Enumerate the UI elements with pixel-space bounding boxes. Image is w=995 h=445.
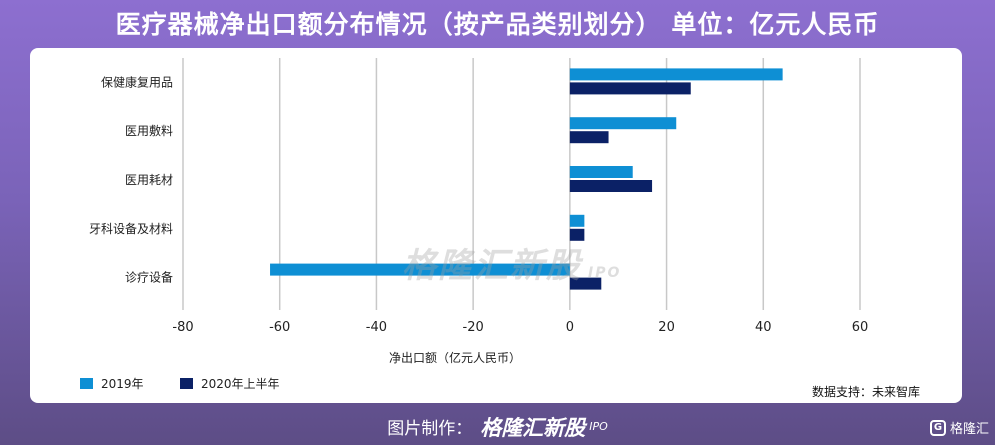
x-tick-label: -20 xyxy=(463,320,484,335)
legend-swatch xyxy=(80,378,93,389)
bar xyxy=(569,131,609,144)
chart-card: -80 -60 -40 -20 0 20 40 60 保健康复用品医用敷料医用耗材牙科设备及材料… xyxy=(30,48,962,403)
watermark: 格隆汇新股 IPO xyxy=(402,238,621,287)
bar xyxy=(270,263,570,276)
x-tick-label: -40 xyxy=(366,320,387,335)
footer-brand: 格隆汇新股 xyxy=(480,415,586,440)
x-tick-label: 0 xyxy=(566,320,574,335)
bar xyxy=(569,228,585,241)
chart-title: 医疗器械净出口额分布情况（按产品类别划分） 单位：亿元人民币 xyxy=(115,10,880,39)
corner-logo: G 格隆汇 xyxy=(929,418,989,437)
category-label: 保健康复用品 xyxy=(101,74,173,89)
footer-suffix: IPO xyxy=(589,420,608,433)
x-tick-label: 60 xyxy=(852,320,869,335)
bar xyxy=(569,180,653,192)
logo-text: 格隆汇 xyxy=(949,422,989,437)
footer-label: 图片制作： xyxy=(387,419,473,439)
bar xyxy=(569,68,783,81)
legend-label: 2019年 xyxy=(101,377,144,391)
bar xyxy=(569,166,633,178)
legend-swatch xyxy=(180,378,193,389)
watermark-brand: 格隆汇新股 xyxy=(402,246,582,286)
bar xyxy=(569,82,691,95)
logo-icon: G xyxy=(929,419,946,436)
bar xyxy=(569,117,677,130)
legend-label: 2020年上半年 xyxy=(201,377,280,391)
footer-credit: 图片制作： 格隆汇新股 IPO xyxy=(0,408,995,445)
x-axis-title: 净出口额（亿元人民币） xyxy=(389,350,521,365)
x-tick-label: -60 xyxy=(269,320,290,335)
x-tick-label: -80 xyxy=(172,320,193,335)
category-label: 诊疗设备 xyxy=(125,271,173,285)
bar xyxy=(569,277,602,290)
x-tick-label: 20 xyxy=(658,320,675,335)
source-note: 数据支持：未来智库 xyxy=(812,385,921,399)
category-label: 牙科设备及材料 xyxy=(89,222,173,236)
bar xyxy=(569,214,585,227)
category-label: 医用敷料 xyxy=(125,123,173,138)
watermark-suffix: IPO xyxy=(588,265,622,281)
category-label: 医用耗材 xyxy=(125,173,173,187)
x-tick-label: 40 xyxy=(755,320,772,335)
bar-chart: -80 -60 -40 -20 0 20 40 60 保健康复用品医用敷料医用耗材牙科设备及材料… xyxy=(80,58,869,391)
